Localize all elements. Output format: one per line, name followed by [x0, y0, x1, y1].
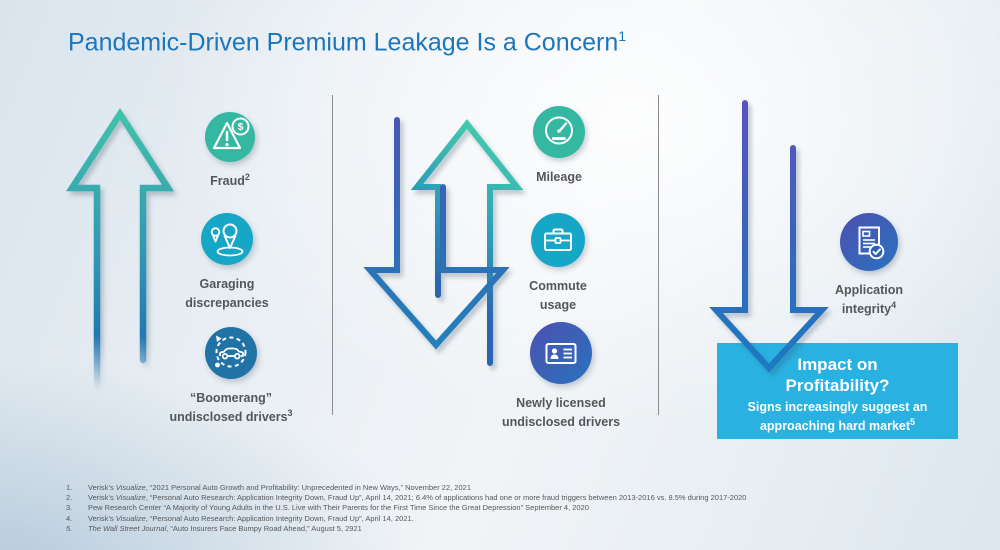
item-newly-licensed-drivers: Newly licensed undisclosed drivers [476, 322, 646, 430]
item-fraud: $ Fraud2 [145, 112, 315, 189]
svg-text:$: $ [238, 121, 244, 133]
footnote-number: 1. [66, 483, 73, 492]
item-label: Mileage [536, 166, 582, 185]
footnote-number: 2. [66, 493, 73, 503]
label-line: undisclosed drivers [501, 415, 621, 430]
footnote-text: Verisk’s Visualize, “2021 Personal Auto … [88, 483, 471, 492]
item-label: Fraud2 [210, 170, 250, 189]
item-label: Garaging discrepancies [185, 273, 268, 311]
label-line: Newly licensed [516, 396, 606, 411]
item-label: Newly licensed undisclosed drivers [502, 392, 620, 430]
item-boomerang-drivers: “Boomerang” undisclosed drivers3 [146, 327, 316, 425]
footnote-text: The Wall Street Journal, “Auto Insurers … [88, 523, 362, 533]
item-label: “Boomerang” undisclosed drivers3 [169, 387, 292, 425]
commute-briefcase-icon [531, 213, 585, 267]
label-line: Fraud2 [210, 172, 250, 189]
newly-licensed-id-card-icon [530, 322, 592, 384]
footnote-1: 1. Verisk’s Visualize, “2021 Personal Au… [66, 484, 976, 492]
label-line: Commute [529, 279, 587, 294]
label-line: usage [539, 298, 577, 313]
footnote-4: 4. Verisk’s Visualize, “Personal Auto Re… [66, 513, 976, 523]
mileage-speedometer-icon [533, 106, 585, 158]
footnote-2: 2. Verisk’s Visualize, “Personal Auto Re… [66, 494, 976, 502]
impact-box-subtext: Signs increasingly suggest an approachin… [747, 400, 928, 434]
item-mileage: Mileage [474, 106, 644, 185]
impact-box-heading: Impact on Profitability? [785, 355, 890, 395]
boomerang-car-loop-icon [205, 327, 257, 379]
label-line: Garaging [199, 277, 255, 292]
footnote-text: Verisk’s Visualize, “Personal Auto Resea… [88, 493, 747, 503]
increase-decrease-arrows [363, 117, 524, 366]
footnote-3: 3. Pew Research Center “A Majority of Yo… [66, 504, 976, 512]
footnote-number: 4. [66, 513, 73, 523]
footnote-text: Verisk’s Visualize, “Personal Auto Resea… [88, 513, 414, 523]
footnote-number: 5. [66, 523, 73, 533]
middle-down-arrow [363, 117, 510, 350]
label-line: discrepancies [185, 296, 269, 311]
label-line: integrity4 [841, 300, 897, 317]
footnote-text: Pew Research Center “A Majority of Young… [88, 503, 589, 513]
label-line: “Boomerang” [190, 391, 272, 406]
application-integrity-document-check-icon [840, 213, 898, 271]
slide-title-footnote-ref: 1 [618, 28, 627, 44]
item-commute-usage: Commute usage [473, 213, 643, 313]
item-garaging: Garaging discrepancies [142, 213, 312, 311]
increase-up-arrow [66, 108, 174, 389]
slide-title-text: Pandemic-Driven Premium Leakage Is a Con… [68, 28, 619, 57]
fraud-warning-dollar-icon: $ [205, 112, 255, 162]
garaging-location-pins-icon [201, 213, 253, 265]
label-line: Application [834, 283, 904, 298]
item-label: Commute usage [529, 275, 587, 313]
slide-title: Pandemic-Driven Premium Leakage Is a Con… [68, 28, 626, 57]
item-label: Application integrity4 [835, 279, 903, 317]
footnote-5: 5. The Wall Street Journal, “Auto Insure… [66, 523, 976, 533]
label-line: Mileage [536, 170, 582, 185]
decrease-down-arrow [709, 100, 829, 373]
label-line: undisclosed drivers3 [169, 408, 293, 425]
section-divider-2 [658, 95, 659, 415]
middle-up-arrow [410, 119, 524, 366]
item-application-integrity: Application integrity4 [784, 213, 954, 317]
footnotes: 1. Verisk’s Visualize, “2021 Personal Au… [66, 484, 976, 535]
footnote-number: 3. [66, 503, 73, 513]
section-divider-1 [332, 95, 333, 415]
